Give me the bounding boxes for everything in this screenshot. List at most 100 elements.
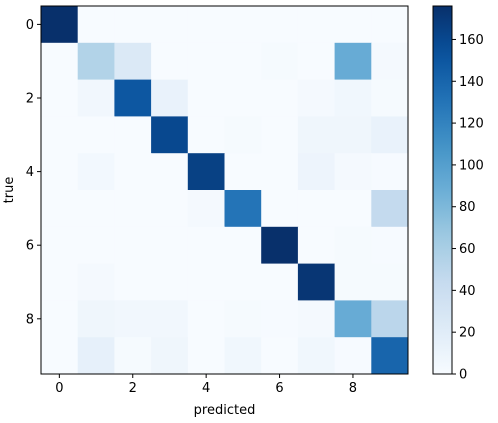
heatmap-cell	[77, 6, 115, 44]
heatmap-cell	[151, 337, 189, 375]
heatmap-cell	[114, 116, 152, 154]
heatmap-cell	[261, 42, 299, 81]
heatmap-cell	[334, 79, 372, 117]
x-tick-label: 4	[202, 381, 210, 396]
y-axis-ticks: 0 2 4 6 8	[26, 18, 41, 327]
heatmap-cell	[371, 190, 409, 228]
heatmap-cell	[41, 263, 79, 301]
heatmap-cell	[371, 226, 409, 265]
heatmap-cell	[371, 337, 409, 375]
heatmap-cell	[334, 337, 372, 375]
x-tick-label: 0	[55, 381, 63, 396]
heatmap-cell	[261, 226, 299, 265]
colorbar-tick-label: 40	[459, 284, 476, 299]
heatmap-cell	[114, 153, 152, 191]
x-tick-label: 6	[275, 381, 283, 396]
colorbar-tick-label: 0	[459, 368, 467, 383]
heatmap-cell	[77, 116, 115, 154]
heatmap-cell	[297, 153, 336, 191]
heatmap-cell	[77, 226, 115, 265]
heatmap-cell	[297, 300, 336, 338]
heatmap-cell	[187, 300, 225, 338]
colorbar-tick-label: 20	[459, 326, 476, 341]
heatmap-cell	[297, 6, 336, 44]
x-tick-label: 8	[349, 381, 357, 396]
y-tick-label: 2	[26, 92, 34, 107]
heatmap-cell	[371, 6, 409, 44]
heatmap-cell	[187, 153, 225, 191]
y-axis-label: true	[2, 177, 17, 204]
heatmap-cell	[334, 42, 372, 81]
heatmap-cell	[187, 190, 225, 228]
x-axis-label: predicted	[194, 403, 256, 418]
heatmap-cell	[77, 190, 115, 228]
y-tick-label: 4	[26, 165, 34, 180]
x-axis-ticks: 0 2 4 6 8	[55, 374, 357, 396]
colorbar-tick-label: 160	[459, 33, 484, 48]
heatmap-cell	[261, 263, 299, 301]
heatmap-cell	[114, 190, 152, 228]
heatmap-cell	[297, 79, 336, 117]
heatmap-cell	[77, 153, 115, 191]
heatmap-cell	[334, 226, 372, 265]
heatmap-cell	[151, 79, 189, 117]
heatmap-cell	[41, 42, 79, 81]
heatmap-cell	[187, 337, 225, 375]
heatmap-cell	[151, 300, 189, 338]
heatmap-cell	[334, 300, 372, 338]
heatmap-cell	[151, 263, 189, 301]
heatmap-cell	[114, 300, 152, 338]
heatmap-cell	[371, 42, 409, 81]
y-tick-label: 8	[26, 312, 34, 327]
heatmap-cell	[187, 79, 225, 117]
heatmap-cell	[77, 337, 115, 375]
heatmap-cell	[77, 263, 115, 301]
heatmap-cell	[224, 190, 262, 228]
heatmap-cell	[41, 190, 79, 228]
heatmap-cell	[41, 79, 79, 117]
heatmap-cell	[334, 190, 372, 228]
heatmap-cell	[224, 226, 262, 265]
heatmap-cell	[41, 153, 79, 191]
heatmap-cell	[187, 116, 225, 154]
heatmap-cell	[77, 42, 115, 81]
heatmap-cell	[114, 263, 152, 301]
heatmap-cell	[297, 116, 336, 154]
heatmap-cell	[114, 42, 152, 81]
heatmap-cell	[297, 190, 336, 228]
heatmap-cell	[114, 79, 152, 117]
heatmap-frame	[40, 5, 409, 375]
heatmap-cell	[41, 226, 79, 265]
heatmap-cell	[224, 6, 262, 44]
y-tick-label: 6	[26, 239, 34, 254]
heatmap-cell	[297, 263, 336, 301]
heatmap-cell	[224, 300, 262, 338]
heatmap-cell	[261, 6, 299, 44]
heatmap-cell	[151, 6, 189, 44]
heatmap-cell	[224, 153, 262, 191]
colorbar	[432, 5, 453, 375]
heatmap-cell	[334, 116, 372, 154]
heatmap-cell	[261, 300, 299, 338]
heatmap-cell	[114, 226, 152, 265]
heatmap-cell	[77, 79, 115, 117]
heatmap-cell	[371, 79, 409, 117]
heatmap-cell	[151, 116, 189, 154]
heatmap-cell	[41, 300, 79, 338]
heatmap-cell	[114, 6, 152, 44]
heatmap-cell	[41, 337, 79, 375]
heatmap-cell	[297, 42, 336, 81]
heatmap-cell	[261, 153, 299, 191]
heatmap-cell	[41, 116, 79, 154]
heatmap-cell	[151, 226, 189, 265]
heatmap-cell	[297, 226, 336, 265]
heatmap-cell	[151, 153, 189, 191]
heatmap-cell	[187, 263, 225, 301]
heatmap-cell	[334, 263, 372, 301]
heatmap-cell	[371, 116, 409, 154]
heatmap-cell	[371, 153, 409, 191]
heatmap-cell	[224, 42, 262, 81]
colorbar-tick-label: 120	[459, 117, 484, 132]
heatmap-cell	[261, 116, 299, 154]
heatmap-cell	[297, 337, 336, 375]
